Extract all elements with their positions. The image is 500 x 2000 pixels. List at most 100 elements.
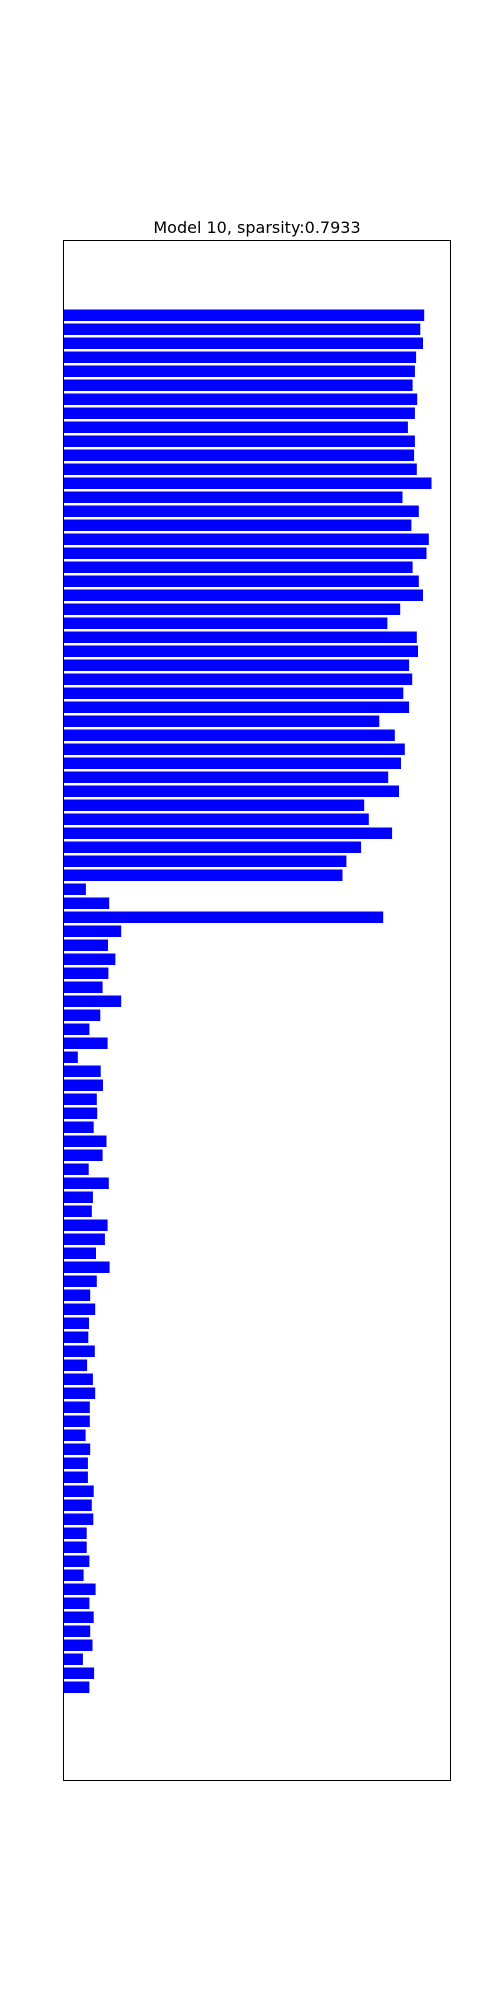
bar-18 [63, 547, 427, 559]
bar-17 [63, 533, 429, 545]
bar-23 [63, 617, 388, 629]
bar-64 [63, 1191, 93, 1203]
bar-5 [63, 365, 415, 377]
bar-52 [63, 1023, 90, 1035]
bar-46 [63, 939, 108, 951]
bar-79 [63, 1401, 90, 1413]
bar-49 [63, 981, 103, 993]
bar-66 [63, 1219, 108, 1231]
bar-53 [63, 1037, 108, 1049]
bar-21 [63, 589, 423, 601]
bar-76 [63, 1359, 88, 1371]
bar-86 [63, 1499, 92, 1511]
bar-15 [63, 505, 419, 517]
bar-94 [63, 1611, 94, 1623]
bar-56 [63, 1079, 103, 1091]
bar-28 [63, 687, 404, 699]
bar-48 [63, 967, 109, 979]
bar-77 [63, 1373, 93, 1385]
bar-32 [63, 743, 405, 755]
bar-22 [63, 603, 401, 615]
bar-63 [63, 1177, 109, 1189]
bar-1 [63, 309, 425, 321]
bar-26 [63, 659, 410, 671]
bar-98 [63, 1667, 95, 1679]
bar-47 [63, 953, 116, 965]
bar-33 [63, 757, 401, 769]
bar-13 [63, 477, 432, 489]
bar-85 [63, 1485, 94, 1497]
bar-44 [63, 911, 384, 923]
plot-frame [63, 240, 451, 1781]
bar-31 [63, 729, 395, 741]
bar-20 [63, 575, 419, 587]
bar-30 [63, 715, 380, 727]
bar-75 [63, 1345, 95, 1357]
bar-72 [63, 1303, 96, 1315]
bar-7 [63, 393, 418, 405]
bar-62 [63, 1163, 89, 1175]
bar-91 [63, 1569, 84, 1581]
bar-27 [63, 673, 413, 685]
bar-82 [63, 1443, 91, 1455]
bar-88 [63, 1527, 87, 1539]
bar-95 [63, 1625, 91, 1637]
bar-35 [63, 785, 399, 797]
bar-51 [63, 1009, 101, 1021]
bar-54 [63, 1051, 78, 1063]
bar-96 [63, 1639, 93, 1651]
bar-9 [63, 421, 408, 433]
bar-81 [63, 1429, 86, 1441]
bar-74 [63, 1331, 89, 1343]
bar-93 [63, 1597, 90, 1609]
bar-68 [63, 1247, 96, 1259]
bar-12 [63, 463, 417, 475]
bar-50 [63, 995, 122, 1007]
bar-2 [63, 323, 421, 335]
bar-92 [63, 1583, 96, 1595]
bar-11 [63, 449, 415, 461]
bar-4 [63, 351, 417, 363]
bar-55 [63, 1065, 101, 1077]
bar-36 [63, 799, 365, 811]
bar-43 [63, 897, 110, 909]
bar-8 [63, 407, 415, 419]
bar-87 [63, 1513, 94, 1525]
bar-60 [63, 1135, 107, 1147]
bar-25 [63, 645, 418, 657]
bar-57 [63, 1093, 97, 1105]
bar-83 [63, 1457, 88, 1469]
bar-14 [63, 491, 403, 503]
bar-38 [63, 827, 393, 839]
bar-69 [63, 1261, 110, 1273]
bar-3 [63, 337, 423, 349]
bar-61 [63, 1149, 103, 1161]
bar-71 [63, 1289, 91, 1301]
bar-34 [63, 771, 389, 783]
bar-16 [63, 519, 412, 531]
bar-65 [63, 1205, 92, 1217]
bar-40 [63, 855, 347, 867]
bar-73 [63, 1317, 89, 1329]
bar-97 [63, 1653, 83, 1665]
bar-37 [63, 813, 369, 825]
bar-84 [63, 1471, 88, 1483]
bar-70 [63, 1275, 97, 1287]
bar-78 [63, 1387, 96, 1399]
bars-group [63, 309, 432, 1693]
bar-10 [63, 435, 415, 447]
bar-29 [63, 701, 410, 713]
bar-58 [63, 1107, 98, 1119]
bar-39 [63, 841, 362, 853]
bar-24 [63, 631, 417, 643]
bar-89 [63, 1541, 87, 1553]
chart-title: Model 10, sparsity:0.7933 [153, 218, 360, 237]
bar-6 [63, 379, 413, 391]
bar-80 [63, 1415, 90, 1427]
bar-45 [63, 925, 122, 937]
bar-59 [63, 1121, 94, 1133]
bar-41 [63, 869, 343, 881]
bar-90 [63, 1555, 90, 1567]
bar-67 [63, 1233, 105, 1245]
